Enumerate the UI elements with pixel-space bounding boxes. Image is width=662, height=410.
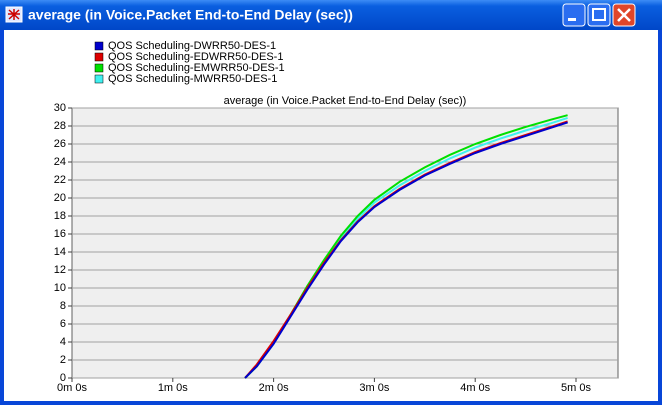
x-tick-label: 5m 0s (561, 382, 591, 394)
x-tick-label: 0m 0s (57, 382, 87, 394)
legend-label: QOS Scheduling-EMWRR50-DES-1 (108, 62, 285, 74)
y-tick-label: 14 (54, 246, 66, 258)
y-tick-label: 4 (60, 336, 66, 348)
x-tick-label: 2m 0s (259, 382, 289, 394)
y-tick-label: 20 (54, 192, 66, 204)
y-tick-label: 18 (54, 210, 66, 222)
plot-area (71, 107, 619, 379)
maximize-button[interactable] (587, 3, 611, 27)
y-tick-label: 0 (60, 372, 66, 384)
legend-label: QOS Scheduling-DWRR50-DES-1 (108, 40, 276, 52)
x-tick-label: 1m 0s (158, 382, 188, 394)
y-tick-label: 10 (54, 282, 66, 294)
y-tick-label: 12 (54, 264, 66, 276)
legend-swatch (94, 52, 104, 62)
y-tick-label: 28 (54, 120, 66, 132)
x-tick-label: 4m 0s (460, 382, 490, 394)
y-tick-label: 24 (54, 156, 66, 168)
legend-label: QOS Scheduling-MWRR50-DES-1 (108, 73, 277, 85)
y-tick-label: 6 (60, 318, 66, 330)
window-icon (5, 6, 23, 23)
plot-title: average (in Voice.Packet End-to-End Dela… (224, 95, 467, 107)
title-bar (0, 0, 662, 30)
x-tick-label: 3m 0s (359, 382, 389, 394)
close-button[interactable] (612, 3, 636, 27)
y-tick-label: 8 (60, 300, 66, 312)
y-tick-label: 30 (54, 102, 66, 114)
window-title: average (in Voice.Packet End-to-End Dela… (28, 7, 353, 23)
y-tick-label: 16 (54, 228, 66, 240)
legend-swatch (94, 74, 104, 84)
legend-label: QOS Scheduling-EDWRR50-DES-1 (108, 51, 283, 63)
y-tick-label: 26 (54, 138, 66, 150)
y-tick-label: 22 (54, 174, 66, 186)
legend-swatch (94, 41, 104, 51)
series-line (244, 121, 568, 379)
legend-swatch (94, 63, 104, 73)
y-tick-label: 2 (60, 354, 66, 366)
minimize-button[interactable] (562, 3, 586, 27)
